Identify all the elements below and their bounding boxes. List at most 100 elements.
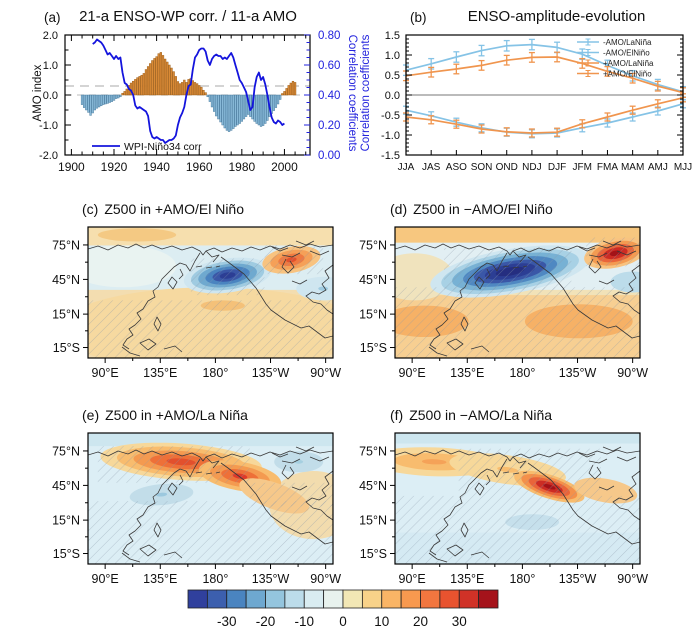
svg-text:135°W: 135°W bbox=[559, 366, 597, 380]
svg-text:180°: 180° bbox=[202, 366, 228, 380]
svg-text:90°E: 90°E bbox=[399, 572, 426, 586]
panel-f-title-row: (f) Z500 in −AMO/La Niña bbox=[390, 407, 552, 423]
svg-text:90°E: 90°E bbox=[92, 366, 119, 380]
svg-text:2000: 2000 bbox=[271, 160, 298, 174]
panel-d-title: Z500 in −AMO/El Niño bbox=[413, 201, 553, 217]
svg-text:180°: 180° bbox=[509, 572, 535, 586]
svg-text:180°: 180° bbox=[509, 366, 535, 380]
svg-text:-1.0: -1.0 bbox=[39, 120, 58, 132]
panel-d-title-row: (d) Z500 in −AMO/El Niño bbox=[390, 201, 553, 217]
colorbar-tick-labels: -30 -20 -10 0 10 20 30 bbox=[217, 614, 467, 629]
significance-hatching bbox=[458, 448, 601, 496]
svg-text:0: 0 bbox=[339, 614, 347, 629]
svg-text:0.0: 0.0 bbox=[43, 90, 58, 102]
panel-e-title: Z500 in +AMO/La Niña bbox=[105, 407, 248, 423]
panel-c-map: 90°E 135°E 180° 135°W 90°W 75°N 45°N 15°N 15°S bbox=[52, 226, 341, 380]
svg-text:45°N: 45°N bbox=[52, 273, 80, 287]
amo-bars bbox=[80, 52, 297, 132]
panel-f-tag: (f) bbox=[390, 407, 404, 423]
significance-hatching bbox=[190, 258, 265, 296]
panel-d-map: 90°E 135°E 180° 135°W 90°W 75°N 45°N 15°N 15°S bbox=[359, 226, 648, 380]
svg-text:90°W: 90°W bbox=[310, 366, 341, 380]
svg-text:135°E: 135°E bbox=[450, 366, 484, 380]
map-axes: 90°E 135°E 180° 135°W 90°W 75°N 45°N 15°N 15°S bbox=[359, 444, 648, 586]
significance-hatching bbox=[249, 482, 333, 507]
svg-text:135°E: 135°E bbox=[143, 572, 177, 586]
svg-text:-AMO/ElNiño: -AMO/ElNiño bbox=[603, 49, 650, 58]
svg-text:15°N: 15°N bbox=[359, 514, 387, 528]
svg-text:1940: 1940 bbox=[143, 160, 170, 174]
svg-text:90°E: 90°E bbox=[92, 572, 119, 586]
svg-text:0.0: 0.0 bbox=[385, 90, 400, 102]
svg-text:0.5: 0.5 bbox=[385, 70, 400, 82]
svg-text:15°N: 15°N bbox=[52, 308, 80, 322]
svg-text:1.5: 1.5 bbox=[385, 30, 400, 42]
svg-text:75°N: 75°N bbox=[52, 444, 80, 458]
map-field-f bbox=[395, 433, 640, 564]
svg-text:20: 20 bbox=[413, 614, 428, 629]
panel-f: (f) Z500 in −AMO/La Niña 90°E 135°E 180° 135… bbox=[350, 401, 700, 607]
svg-text:30: 30 bbox=[452, 614, 467, 629]
panel-a-legend-label: WPI-Niño34 corr bbox=[124, 141, 202, 153]
svg-text:0.40: 0.40 bbox=[318, 90, 340, 102]
panel-c-title: Z500 in +AMO/El Niño bbox=[104, 201, 244, 217]
svg-text:0.80: 0.80 bbox=[318, 30, 340, 42]
panel-e-tag: (e) bbox=[82, 407, 100, 423]
panel-d-tag: (d) bbox=[390, 201, 408, 217]
significance-hatching bbox=[395, 287, 640, 358]
map-axes: 90°E 135°E 180° 135°W 90°W 75°N 45°N 15°N 15°S bbox=[52, 444, 341, 586]
panel-b-axes: -1.5 -1.0 -0.5 0.0 0.5 1.0 1.5 JJA JAS ASO SON OND N… bbox=[381, 30, 692, 173]
svg-text:10: 10 bbox=[374, 614, 389, 629]
svg-text:-AMO/LaNiña: -AMO/LaNiña bbox=[603, 38, 652, 47]
svg-text:-20: -20 bbox=[256, 614, 276, 629]
svg-text:FMA: FMA bbox=[597, 162, 618, 173]
svg-text:180°: 180° bbox=[202, 572, 228, 586]
svg-text:1920: 1920 bbox=[101, 160, 128, 174]
svg-text:1.0: 1.0 bbox=[385, 50, 400, 62]
map-field-e bbox=[88, 433, 333, 564]
svg-text:45°N: 45°N bbox=[52, 479, 80, 493]
panel-f-map: 90°E 135°E 180° 135°W 90°W 75°N 45°N 15°N 15°S bbox=[359, 432, 648, 586]
panel-d: (d) Z500 in −AMO/El Niño 90°E 135°E 180° 135… bbox=[350, 195, 700, 401]
svg-text:90°E: 90°E bbox=[399, 366, 426, 380]
panel-b-tag: (b) bbox=[410, 10, 427, 25]
svg-text:15°S: 15°S bbox=[53, 341, 80, 355]
panel-b: (b) ENSO-amplitude-evolution Correlation… bbox=[360, 0, 700, 196]
svg-text:JAS: JAS bbox=[422, 162, 441, 173]
map-frame bbox=[87, 226, 334, 359]
colorbar: -30 -20 -10 0 10 20 30 bbox=[150, 585, 550, 635]
panel-a-tag: (a) bbox=[44, 10, 61, 25]
svg-text:75°N: 75°N bbox=[52, 238, 80, 252]
significance-hatching bbox=[395, 495, 640, 564]
svg-text:+AMO/LaNiña: +AMO/LaNiña bbox=[603, 59, 654, 68]
panel-c-tag: (c) bbox=[82, 201, 99, 217]
svg-text:135°W: 135°W bbox=[559, 572, 597, 586]
significance-hatching bbox=[444, 247, 572, 290]
panel-a-axes: -2.0 -1.0 0.0 1.0 2.0 0.00 0.20 0.40 0.60 0.80 190… bbox=[39, 30, 340, 174]
svg-text:-10: -10 bbox=[295, 614, 315, 629]
svg-text:NDJ: NDJ bbox=[522, 162, 541, 173]
significance-hatching bbox=[264, 245, 324, 275]
svg-text:45°N: 45°N bbox=[359, 273, 387, 287]
svg-text:15°S: 15°S bbox=[360, 547, 387, 561]
svg-text:0.00: 0.00 bbox=[318, 150, 340, 162]
svg-text:0.60: 0.60 bbox=[318, 60, 340, 72]
svg-text:-30: -30 bbox=[217, 614, 237, 629]
svg-text:-1.5: -1.5 bbox=[381, 150, 400, 162]
panel-b-legend: -AMO/LaNiña -AMO/ElNiño+AMO/LaNiña +AMO/El… bbox=[577, 38, 654, 79]
panel-b-title: ENSO-amplitude-evolution bbox=[467, 8, 646, 25]
map-axes: 90°E 135°E 180° 135°W 90°W 75°N 45°N 15°N 15°S bbox=[359, 238, 648, 380]
svg-text:DJF: DJF bbox=[548, 162, 566, 173]
svg-text:1980: 1980 bbox=[228, 160, 255, 174]
panel-b-chart: -1.5 -1.0 -0.5 0.0 0.5 1.0 1.5 JJA JAS ASO SON OND N… bbox=[381, 30, 692, 173]
svg-text:-2.0: -2.0 bbox=[39, 150, 58, 162]
svg-text:MJJ: MJJ bbox=[674, 162, 692, 173]
map-field-c bbox=[88, 227, 333, 358]
coastlines bbox=[88, 240, 333, 357]
map-frame bbox=[87, 432, 334, 565]
panel-e: (e) Z500 in +AMO/La Niña 90°E 135°E 180° 135… bbox=[0, 401, 350, 607]
svg-text:SON: SON bbox=[471, 162, 493, 173]
coastlines bbox=[88, 446, 333, 563]
panel-a: (a) 21-a ENSO-WP corr. / 11-a AMO AMO in… bbox=[0, 0, 360, 196]
